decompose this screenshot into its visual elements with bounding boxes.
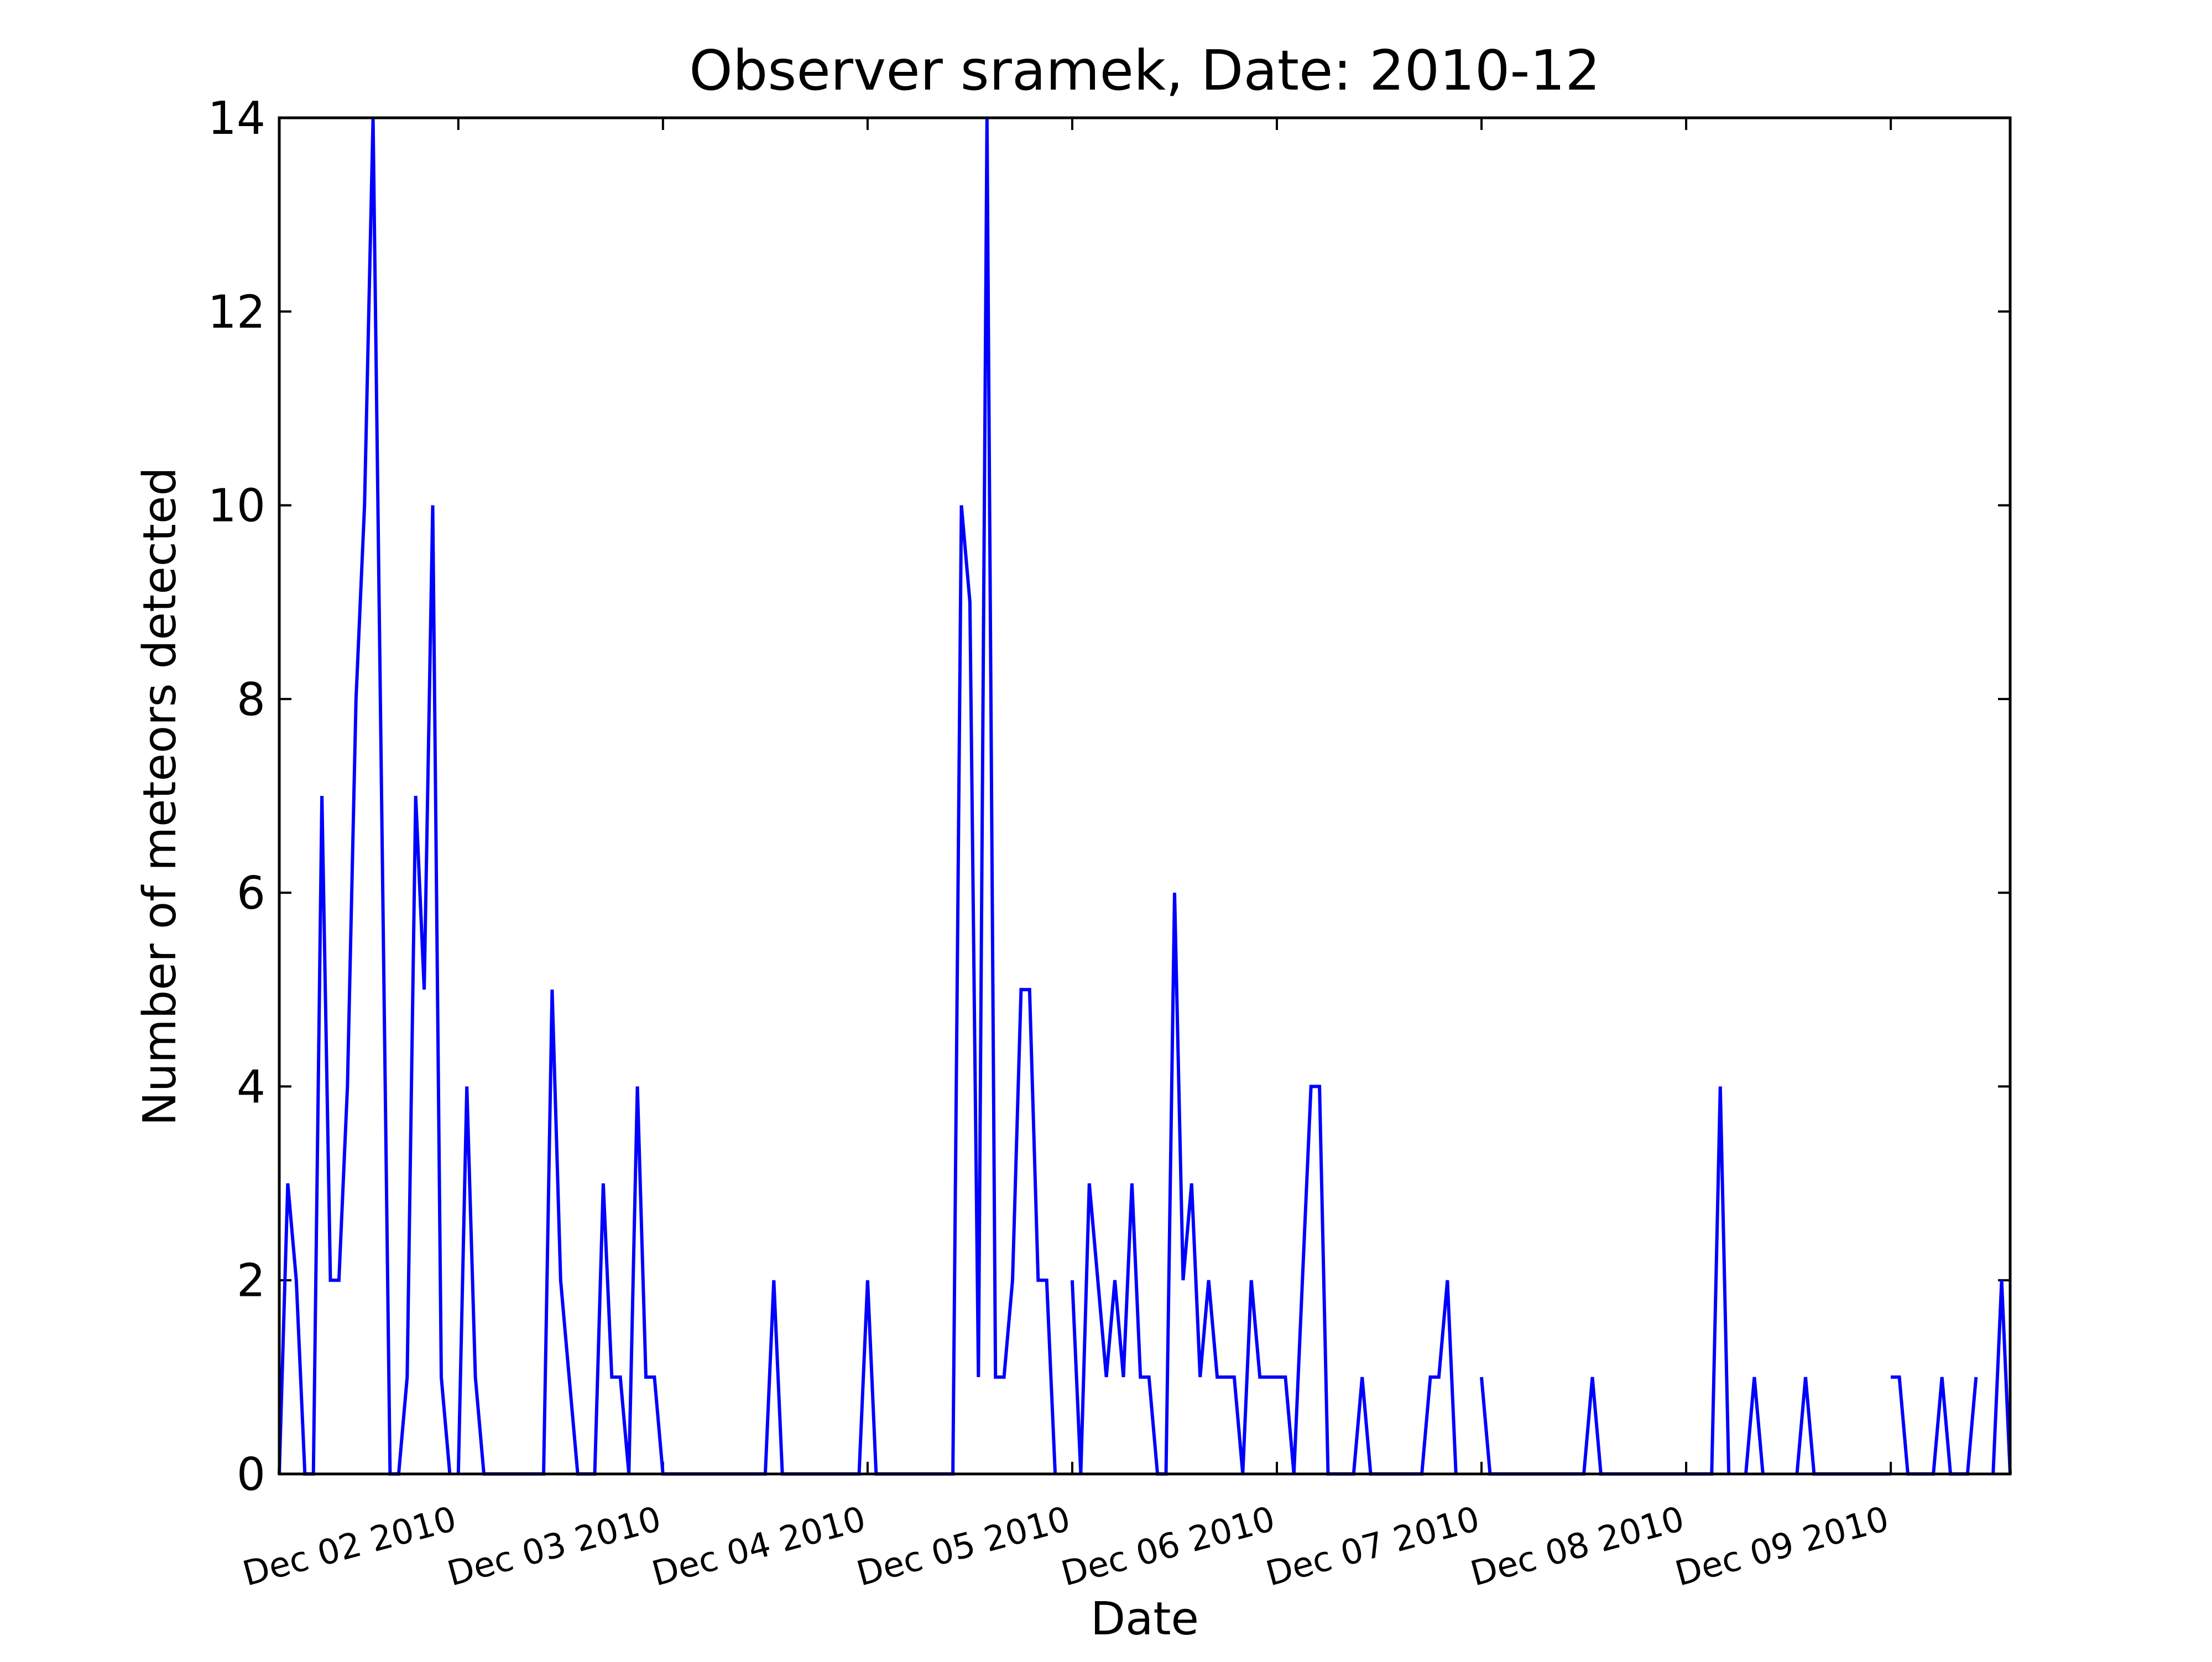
series-line-segment	[1744, 1377, 1765, 1475]
y-tick-label: 0	[237, 1449, 265, 1501]
series-line-segment	[1991, 1280, 2012, 1475]
y-tick-label: 10	[208, 480, 265, 533]
y-axis-label: Number of meteors detected	[134, 467, 186, 1126]
plot-frame	[278, 116, 2012, 1476]
y-tick-label: 14	[208, 92, 265, 145]
y-axis: 0 2 4 6 8 10 12 14	[208, 92, 2010, 1501]
x-axis-label: Date	[1091, 1593, 1199, 1645]
y-tick-label: 2	[237, 1255, 265, 1307]
y-tick-label: 12	[208, 286, 265, 338]
chart-title: Observer sramek, Date: 2010-12	[689, 38, 1600, 103]
y-tick-label: 4	[237, 1061, 265, 1113]
y-tick-label: 8	[237, 674, 265, 726]
y-tick-label: 6	[237, 867, 265, 920]
